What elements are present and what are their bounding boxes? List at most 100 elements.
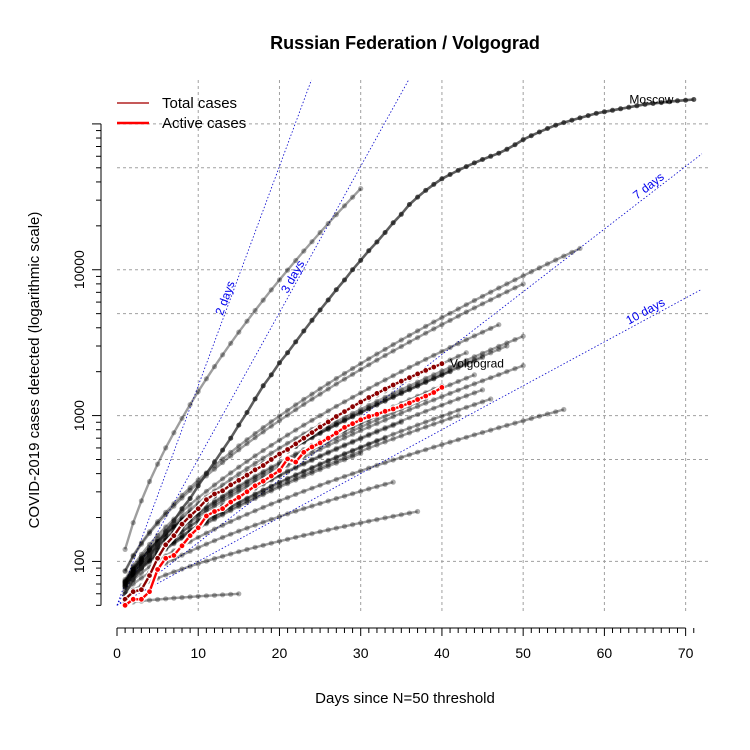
region-point <box>398 419 404 425</box>
region-point <box>341 417 348 423</box>
region-point <box>293 534 299 540</box>
region-point <box>504 281 510 287</box>
region-point <box>439 368 445 374</box>
region-point <box>146 529 153 535</box>
region-point <box>374 517 380 523</box>
series-point <box>121 602 129 609</box>
region-point <box>447 344 453 351</box>
region-point <box>138 559 144 565</box>
series-point <box>300 435 307 442</box>
region-point <box>455 437 461 443</box>
region-point <box>463 302 469 308</box>
region-point <box>447 310 453 316</box>
series-point <box>316 439 324 447</box>
region-point <box>187 548 193 554</box>
region-point <box>350 471 356 477</box>
region-point <box>130 571 136 577</box>
region-point <box>431 416 437 422</box>
region-point <box>333 495 339 502</box>
region-point <box>406 364 412 370</box>
region-point <box>350 194 356 200</box>
region-point <box>122 584 128 590</box>
region-point <box>423 419 429 425</box>
moscow-point <box>642 101 648 107</box>
region-point <box>350 413 356 419</box>
moscow-point <box>666 99 672 105</box>
region-point <box>130 566 136 573</box>
region-point <box>325 479 331 485</box>
region-point <box>358 488 364 494</box>
moscow-point <box>504 146 510 152</box>
region-point <box>333 212 339 218</box>
moscow-point <box>350 267 356 273</box>
region-point <box>390 393 396 399</box>
region-point <box>439 402 445 408</box>
region-point <box>341 457 348 463</box>
moscow-point <box>203 471 209 477</box>
region-point <box>374 428 380 434</box>
region-point <box>244 525 250 531</box>
region-point <box>325 527 331 533</box>
region-point <box>382 377 388 383</box>
moscow-point <box>675 98 680 104</box>
region-point <box>382 346 388 352</box>
region-point <box>276 484 283 490</box>
region-point <box>471 357 477 363</box>
moscow-point <box>618 106 624 112</box>
region-point <box>163 596 169 602</box>
region-point <box>447 367 453 373</box>
region-point <box>325 408 331 414</box>
region-point <box>479 378 486 384</box>
region-point <box>285 432 291 438</box>
region-point <box>179 415 185 421</box>
region-point <box>228 453 234 459</box>
region-point <box>244 441 250 447</box>
series-point <box>219 505 226 512</box>
region-point <box>293 472 299 478</box>
region-point <box>122 578 128 584</box>
region-point <box>260 468 266 475</box>
region-point <box>374 401 380 407</box>
region-point <box>276 418 283 424</box>
region-point <box>463 357 469 363</box>
region-point <box>358 444 364 450</box>
region-point <box>333 422 339 428</box>
series-point <box>146 588 153 595</box>
region-point <box>276 437 283 443</box>
moscow-point <box>406 202 412 207</box>
doubling-guide-line <box>116 153 703 606</box>
region-point <box>317 467 323 473</box>
region-point <box>236 486 242 492</box>
region-point <box>333 525 339 531</box>
series-point <box>325 418 332 426</box>
region-point <box>211 556 218 562</box>
region-point <box>252 544 258 551</box>
region-point <box>406 510 412 516</box>
region-point <box>317 386 323 392</box>
region-point <box>244 498 250 504</box>
region-point <box>252 475 258 481</box>
series-point <box>316 423 324 431</box>
region-point <box>244 511 250 517</box>
region-point <box>439 322 445 328</box>
region-point <box>333 403 339 409</box>
region-point <box>309 464 315 471</box>
region-point <box>431 372 437 378</box>
region-point <box>268 540 274 546</box>
region-point <box>455 306 461 312</box>
region-point <box>423 378 429 384</box>
moscow-point <box>634 103 640 109</box>
moscow-point <box>342 277 347 283</box>
region-point <box>455 365 461 371</box>
region-point <box>244 499 250 506</box>
region-point <box>382 439 388 445</box>
region-point <box>309 391 315 397</box>
region-point <box>488 375 494 381</box>
region-point <box>374 381 380 387</box>
region-point <box>463 350 469 356</box>
moscow-point <box>447 172 453 177</box>
region-point <box>285 479 291 485</box>
region-point <box>138 498 144 504</box>
region-point <box>260 492 266 498</box>
moscow-point <box>593 110 599 116</box>
